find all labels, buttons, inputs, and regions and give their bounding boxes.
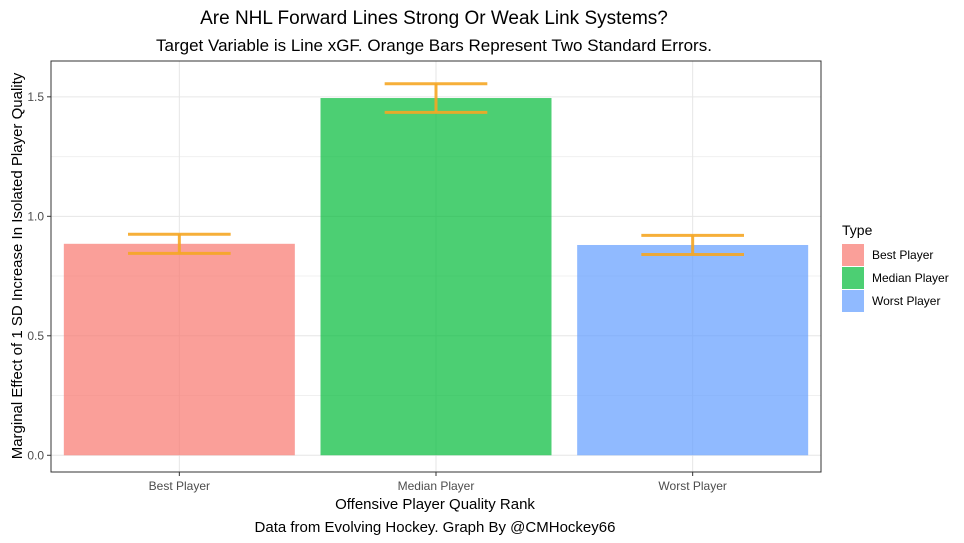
legend-label: Worst Player <box>872 294 940 308</box>
y-tick-label: 1.0 <box>27 209 44 223</box>
legend-key-median-player <box>842 267 864 289</box>
bar-best-player <box>63 243 295 456</box>
legend-label: Median Player <box>872 271 949 285</box>
x-axis-ticks: Best Player Median Player Worst Player <box>149 472 727 493</box>
chart-title: Are NHL Forward Lines Strong Or Weak Lin… <box>200 8 668 29</box>
x-tick-label: Median Player <box>398 479 475 493</box>
error-bar-best-player <box>128 232 231 255</box>
error-bar-worst-player <box>641 233 744 257</box>
bar-worst-player <box>577 244 809 456</box>
y-axis-ticks: 0.0 0.5 1.0 1.5 <box>27 90 51 462</box>
x-tick-label: Worst Player <box>658 479 726 493</box>
y-tick-label: 0.5 <box>27 329 44 343</box>
y-tick-label: 0.0 <box>27 448 44 462</box>
legend: Type Best Player Median Player Worst Playe… <box>842 222 949 312</box>
x-axis-title: Offensive Player Quality Rank <box>335 496 535 513</box>
chart-subtitle: Target Variable is Line xGF. Orange Bars… <box>156 36 712 55</box>
legend-label: Best Player <box>872 248 933 262</box>
legend-key-best-player <box>842 244 864 266</box>
error-bars <box>128 82 744 257</box>
x-tick-label: Best Player <box>149 479 210 493</box>
bar-median-player <box>320 98 552 456</box>
legend-key-worst-player <box>842 290 864 312</box>
chart-caption: Data from Evolving Hockey. Graph By @CMH… <box>255 519 616 536</box>
legend-title: Type <box>842 222 873 238</box>
y-axis-title: Marginal Effect of 1 SD Increase In Isol… <box>9 72 26 459</box>
y-tick-label: 1.5 <box>27 90 44 104</box>
error-bar-median-player <box>384 82 488 114</box>
bars <box>63 98 809 456</box>
